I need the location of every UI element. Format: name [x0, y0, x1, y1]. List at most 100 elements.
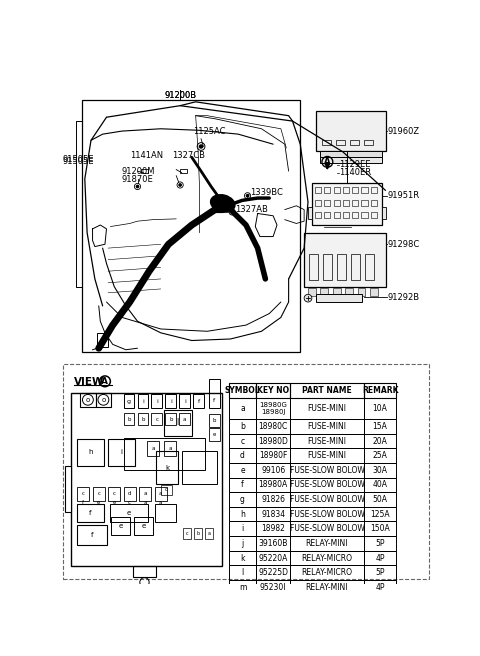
- Text: i: i: [156, 399, 158, 404]
- Text: 40A: 40A: [372, 480, 387, 489]
- Bar: [256, 536, 290, 551]
- Bar: [256, 565, 290, 580]
- Bar: [256, 448, 290, 463]
- Text: 15A: 15A: [372, 422, 387, 431]
- Bar: [229, 565, 256, 580]
- Text: 1339BC: 1339BC: [250, 188, 283, 197]
- Bar: [290, 383, 364, 398]
- Bar: [97, 333, 108, 346]
- Text: d: d: [240, 451, 245, 460]
- Text: 4P: 4P: [375, 554, 385, 563]
- Bar: [290, 398, 364, 419]
- Bar: [65, 466, 71, 512]
- Text: i: i: [241, 524, 244, 533]
- Bar: [256, 383, 290, 398]
- Text: 91870E: 91870E: [121, 175, 153, 184]
- Bar: [229, 492, 256, 507]
- Bar: [364, 522, 396, 536]
- Text: k: k: [240, 554, 245, 563]
- Bar: [164, 441, 176, 456]
- Bar: [193, 394, 204, 408]
- Text: VIEW: VIEW: [74, 377, 105, 388]
- Text: RELAY-MINI: RELAY-MINI: [306, 583, 348, 592]
- Text: KEY NO: KEY NO: [257, 386, 289, 395]
- Bar: [229, 478, 256, 492]
- Bar: [290, 522, 364, 536]
- Bar: [334, 212, 340, 218]
- Circle shape: [200, 145, 203, 148]
- Bar: [365, 253, 374, 281]
- Bar: [334, 199, 340, 206]
- Bar: [322, 140, 331, 145]
- Text: e: e: [142, 523, 146, 529]
- Bar: [343, 199, 349, 206]
- Text: FUSE-SLOW BOLOW: FUSE-SLOW BOLOW: [289, 466, 364, 475]
- Bar: [180, 394, 190, 408]
- Bar: [364, 140, 373, 145]
- Text: e: e: [97, 500, 100, 504]
- Bar: [180, 413, 190, 425]
- Text: 91505E: 91505E: [62, 157, 94, 167]
- Text: c: c: [186, 531, 189, 537]
- Bar: [350, 140, 359, 145]
- Text: h: h: [88, 449, 93, 455]
- Bar: [256, 580, 290, 594]
- Text: f: f: [89, 510, 92, 516]
- Bar: [229, 448, 256, 463]
- Bar: [194, 528, 202, 539]
- Bar: [320, 151, 382, 157]
- Text: A: A: [101, 377, 108, 386]
- Bar: [209, 379, 220, 408]
- Text: FUSE-MINI: FUSE-MINI: [308, 436, 347, 445]
- Text: 1327AB: 1327AB: [235, 205, 268, 214]
- Bar: [364, 463, 396, 478]
- Bar: [209, 415, 220, 427]
- Bar: [316, 295, 362, 302]
- Text: f: f: [82, 500, 84, 504]
- Text: c: c: [156, 417, 158, 422]
- Text: a: a: [144, 500, 147, 504]
- Text: c: c: [82, 491, 85, 496]
- Bar: [309, 253, 318, 281]
- Text: a: a: [183, 417, 187, 422]
- Text: FUSE-SLOW BOLOW: FUSE-SLOW BOLOW: [289, 524, 364, 533]
- Text: a: a: [144, 491, 147, 496]
- Text: f: f: [91, 531, 93, 537]
- Bar: [137, 394, 148, 408]
- Bar: [304, 233, 385, 287]
- Bar: [108, 439, 135, 466]
- Bar: [290, 565, 364, 580]
- Text: 5P: 5P: [375, 539, 385, 548]
- Bar: [137, 413, 148, 425]
- Bar: [350, 253, 360, 281]
- Bar: [315, 212, 321, 218]
- Bar: [161, 485, 172, 495]
- Bar: [364, 551, 396, 565]
- Bar: [109, 504, 148, 522]
- Text: SYMBOL: SYMBOL: [225, 386, 260, 395]
- Bar: [364, 383, 396, 398]
- Bar: [77, 504, 104, 522]
- Bar: [256, 419, 290, 434]
- Bar: [352, 188, 359, 194]
- Text: RELAY-MINI: RELAY-MINI: [306, 539, 348, 548]
- Text: f: f: [213, 398, 216, 403]
- Text: 91960Z: 91960Z: [387, 127, 419, 136]
- Text: a: a: [159, 500, 163, 504]
- Bar: [256, 507, 290, 522]
- Text: k: k: [165, 464, 169, 470]
- Circle shape: [304, 295, 312, 302]
- Text: 18982: 18982: [261, 524, 285, 533]
- Text: e: e: [119, 523, 122, 529]
- Bar: [256, 434, 290, 448]
- Text: a: a: [168, 446, 172, 451]
- Text: c: c: [165, 487, 168, 493]
- Text: 18980D: 18980D: [258, 436, 288, 445]
- Text: g: g: [240, 495, 245, 504]
- Bar: [334, 188, 340, 194]
- Text: 4P: 4P: [375, 583, 385, 592]
- Text: 10A: 10A: [372, 404, 387, 413]
- Ellipse shape: [211, 195, 235, 213]
- Bar: [345, 288, 353, 296]
- Bar: [290, 536, 364, 551]
